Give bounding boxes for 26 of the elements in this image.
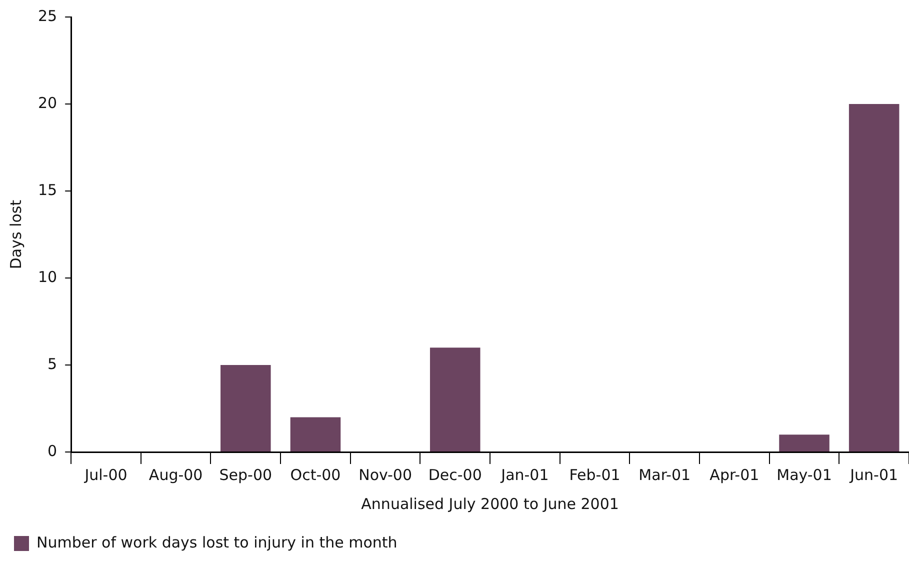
bar <box>290 417 341 452</box>
y-tick-label: 15 <box>38 180 58 199</box>
x-tick-label: Jun-01 <box>849 466 898 484</box>
y-tick-label: 5 <box>48 354 58 373</box>
x-tick-label: Jan-01 <box>500 466 549 484</box>
x-axis-title: Annualised July 2000 to June 2001 <box>361 494 619 513</box>
x-tick-label: Oct-00 <box>290 466 341 484</box>
y-axis-title: Days lost <box>6 200 25 270</box>
y-tick-label: 0 <box>48 442 58 460</box>
bar <box>848 104 900 452</box>
x-tick-label: Mar-01 <box>638 466 691 484</box>
bar <box>430 348 480 452</box>
x-tick-label: Sep-00 <box>219 466 272 484</box>
x-tick-label: Dec-00 <box>428 466 482 484</box>
bar <box>220 365 271 452</box>
legend-label: Number of work days lost to injury in the month <box>36 533 398 552</box>
bar <box>779 434 830 452</box>
y-tick-label: 25 <box>38 6 58 25</box>
x-tick-label: Nov-00 <box>358 466 412 484</box>
y-tick-label: 20 <box>38 94 58 112</box>
x-tick-label: Feb-01 <box>569 466 620 484</box>
x-tick-label: Jul-00 <box>84 466 128 484</box>
y-tick-label: 10 <box>38 268 58 286</box>
x-tick-label: Apr-01 <box>710 466 760 484</box>
x-tick-label: May-01 <box>776 466 832 484</box>
x-tick-label: Aug-00 <box>148 466 203 484</box>
